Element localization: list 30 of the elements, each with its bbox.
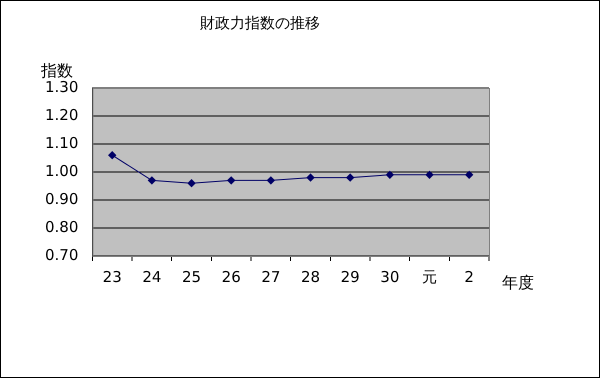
y-tick-label: 1.10 (44, 134, 78, 152)
point (148, 176, 156, 184)
y-tick-label: 1.30 (44, 78, 78, 96)
point (266, 176, 275, 184)
y-tick-label: 0.80 (44, 218, 78, 236)
x-tick-label: 24 (142, 268, 162, 286)
point (227, 176, 236, 184)
x-tick-label: 23 (102, 268, 122, 286)
point (465, 170, 474, 179)
x-tick-label: 26 (222, 268, 241, 286)
y-tick-label: 1.20 (44, 106, 78, 124)
chart-title: 財政力指数の推移 (200, 14, 320, 32)
x-tick-label: 25 (182, 268, 202, 286)
x-axis-title: 年度 (502, 273, 534, 292)
y-tick-label: 0.90 (44, 190, 78, 208)
point (426, 170, 434, 179)
point (346, 174, 354, 182)
x-tick-label: 27 (261, 268, 280, 286)
point (108, 151, 116, 160)
point (188, 179, 196, 188)
x-tick-label: 2 (464, 268, 474, 286)
y-tick-label: 0.70 (44, 246, 78, 264)
y-axis-title: 指数 (40, 61, 73, 80)
x-tick-label: 30 (380, 268, 400, 286)
x-tick-label: 元 (422, 268, 438, 286)
point (386, 170, 394, 179)
x-tick-label: 28 (300, 268, 320, 286)
x-tick-label: 29 (340, 268, 360, 286)
point (306, 174, 315, 182)
y-tick-label: 1.00 (44, 162, 78, 180)
